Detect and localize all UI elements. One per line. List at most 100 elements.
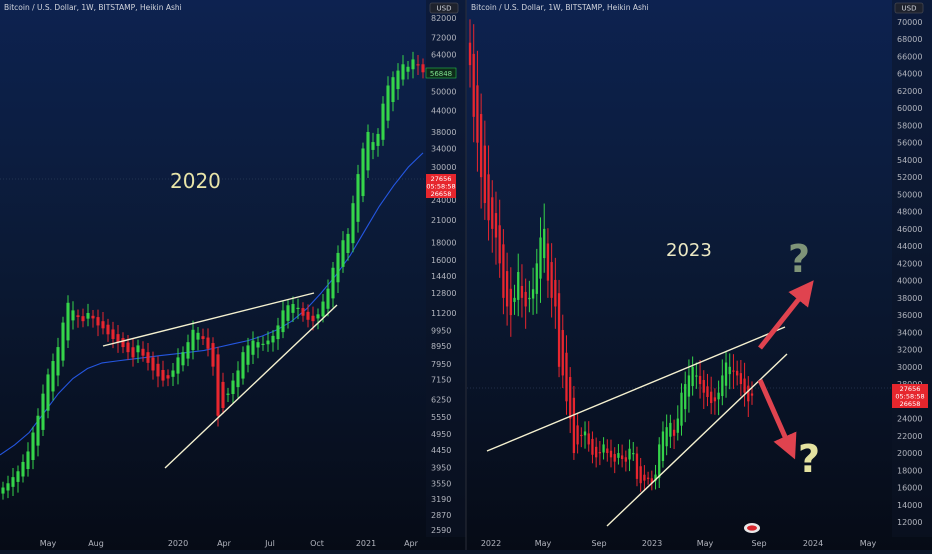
- right-candle: [650, 478, 653, 484]
- left-candle: [206, 337, 210, 349]
- right-y-tick-label: 30000: [897, 363, 922, 372]
- right-candle: [691, 366, 694, 387]
- left-candle: [21, 461, 25, 477]
- left-candle: [321, 301, 325, 317]
- left-y-tick-label: 18000: [431, 239, 456, 248]
- left-candle: [391, 77, 395, 103]
- left-y-tick-label: 3950: [431, 463, 451, 472]
- left-candle: [11, 477, 15, 487]
- left-y-tick-label: 50000: [431, 87, 456, 96]
- left-candle: [181, 352, 185, 366]
- left-candle: [46, 374, 50, 411]
- left-candle: [326, 288, 330, 309]
- left-y-tick-label: 8950: [431, 342, 451, 351]
- right-candle: [747, 385, 750, 402]
- left-candle: [191, 329, 195, 351]
- left-candle: [341, 240, 345, 267]
- right-candle: [609, 450, 613, 458]
- left-y-tick-label: 14400: [431, 272, 456, 281]
- left-chart-panel[interactable]: Bitcoin / U.S. Dollar, 1W, BITSTAMP, Hei…: [0, 0, 426, 537]
- left-candle: [306, 311, 310, 320]
- left-price-tag-top-text: 56848: [430, 70, 452, 78]
- right-y-tick-label: 24000: [897, 415, 922, 424]
- right-candle: [535, 263, 538, 294]
- right-y-tick-label: 68000: [897, 35, 922, 44]
- left-candle: [116, 334, 120, 343]
- left-x-tick-label: Apr: [217, 539, 232, 548]
- left-y-tick-label: 2870: [431, 511, 451, 520]
- right-candle: [595, 446, 598, 458]
- right-candle: [502, 244, 505, 298]
- right-candle: [736, 370, 739, 376]
- left-price-tag-line3: 26658: [431, 190, 452, 198]
- left-price-axis[interactable]: USD 820007200064000560005000044000380003…: [425, 0, 466, 537]
- left-candle: [41, 393, 45, 430]
- right-x-tick-label: 2023: [642, 539, 662, 548]
- right-y-tick-label: 38000: [897, 294, 922, 303]
- right-candle: [676, 418, 679, 433]
- right-price-axis[interactable]: USD 70000 68000 66000 64000 62000 60000 58000 5…: [892, 0, 932, 537]
- left-candle: [276, 325, 280, 340]
- right-candle: [513, 297, 516, 302]
- left-candle: [271, 335, 275, 343]
- left-y-tick-label: 5550: [431, 413, 451, 422]
- left-x-tick-label: 2021: [356, 539, 376, 548]
- left-candle: [141, 348, 145, 356]
- left-currency-button[interactable]: [429, 2, 459, 14]
- right-y-tick-label: 20000: [897, 449, 922, 458]
- left-x-tick-label: Aug: [88, 539, 104, 548]
- left-candle: [301, 308, 305, 316]
- left-candle: [31, 432, 35, 460]
- left-candle: [216, 354, 220, 416]
- right-candle: [710, 391, 713, 404]
- left-candle: [261, 343, 265, 345]
- left-candle: [396, 70, 400, 90]
- right-currency-button[interactable]: [894, 2, 924, 14]
- right-x-tick-label: May: [535, 539, 552, 548]
- left-candle: [351, 203, 355, 244]
- right-resistance-line: [486, 326, 786, 452]
- right-candle: [572, 397, 576, 454]
- right-candle: [687, 375, 691, 397]
- right-candle: [472, 53, 475, 117]
- right-candle: [554, 279, 557, 307]
- right-y-tick-label: 48000: [897, 208, 922, 217]
- left-candle: [86, 313, 90, 319]
- right-chart-panel[interactable]: Bitcoin / U.S. Dollar, 1W, BITSTAMP, Hei…: [467, 0, 892, 537]
- left-candle: [406, 66, 410, 72]
- right-y-tick-label: 50000: [897, 190, 922, 199]
- projection-arrow-down: [757, 378, 797, 460]
- right-candle: [468, 42, 472, 66]
- right-candle: [658, 444, 661, 478]
- right-candle: [539, 237, 542, 279]
- right-time-axis[interactable]: 2022 May Sep 2023 May Sep 2024 May: [481, 539, 877, 548]
- left-price-tag-line2: 05:58:58: [426, 183, 455, 191]
- right-y-tick-label: 60000: [897, 104, 922, 113]
- left-y-tick-label: 21000: [431, 216, 456, 225]
- left-candle: [156, 363, 160, 377]
- right-candle: [695, 375, 698, 377]
- left-candle: [311, 315, 315, 322]
- left-time-axis[interactable]: May Aug 2020 Apr Jul Oct 2021 Apr: [40, 539, 419, 548]
- right-y-tick-label: 66000: [897, 52, 922, 61]
- left-candle: [371, 142, 375, 150]
- right-candle: [669, 422, 672, 437]
- right-y-tick-label: 44000: [897, 242, 922, 251]
- right-candle: [543, 228, 546, 259]
- right-candle: [598, 452, 602, 454]
- right-x-tick-label: May: [860, 539, 877, 548]
- left-candle: [336, 252, 340, 283]
- right-y-tick-label: 62000: [897, 87, 922, 96]
- right-candle: [550, 262, 553, 298]
- year-annotation-2020: 2020: [170, 169, 221, 193]
- right-candle: [613, 454, 616, 462]
- left-candle: [231, 380, 235, 395]
- right-candle: [569, 377, 572, 419]
- right-candle: [639, 466, 642, 484]
- left-candle: [251, 340, 255, 355]
- right-candle: [557, 293, 561, 367]
- right-candle: [672, 429, 676, 436]
- left-price-tag-line1: 27656: [431, 175, 452, 183]
- left-candle: [106, 324, 110, 335]
